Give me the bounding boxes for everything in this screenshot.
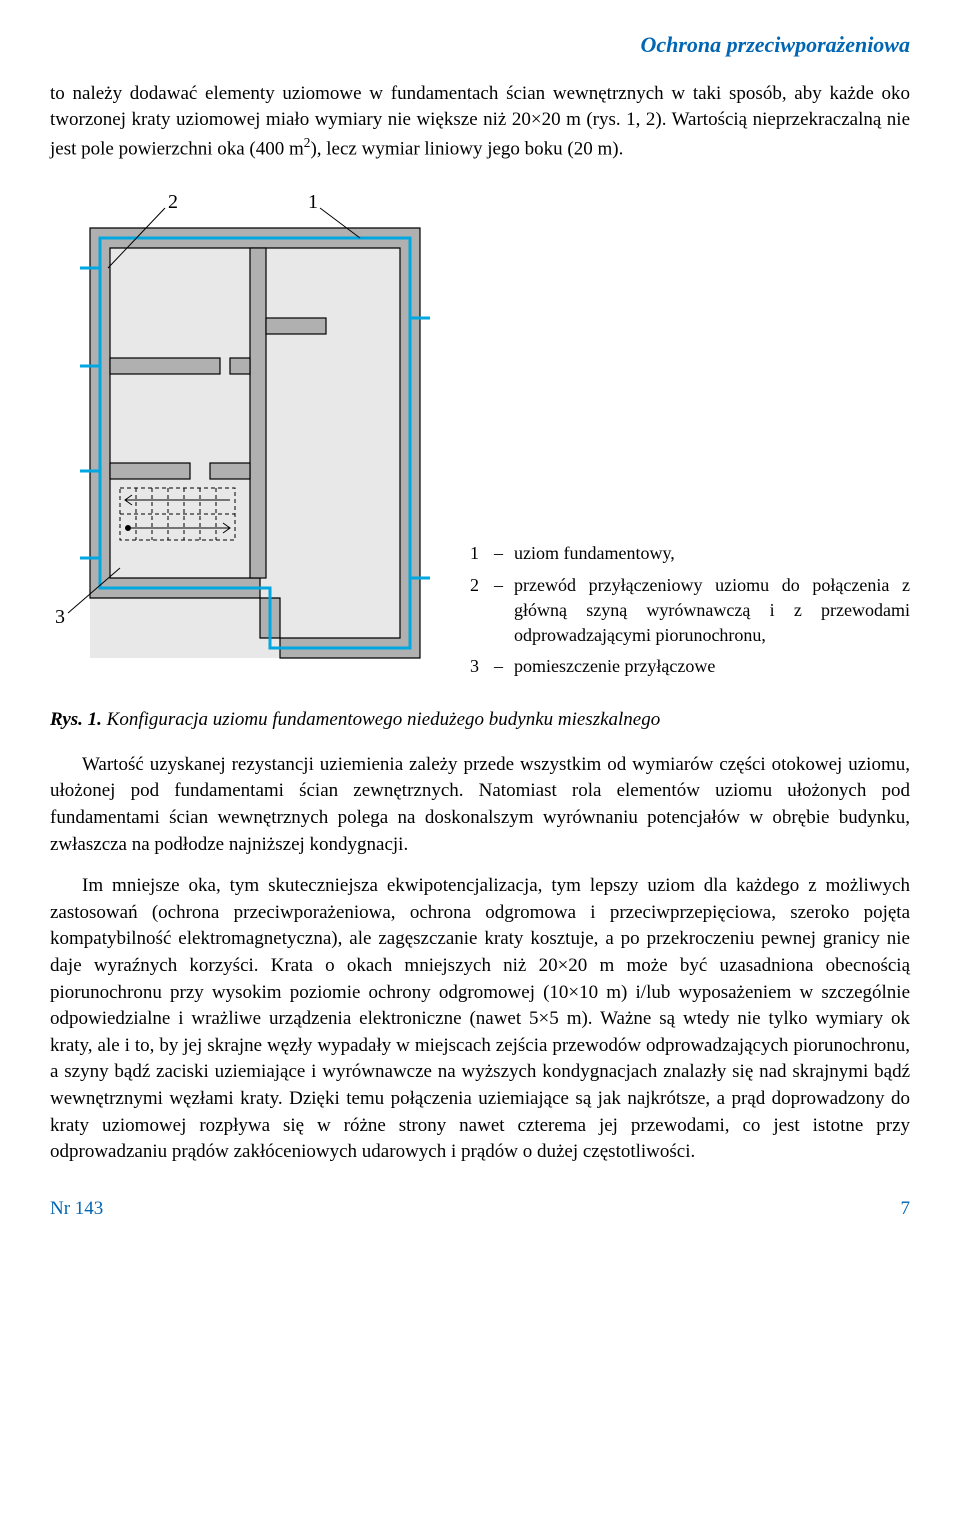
paragraph-1: to należy dodawać elementy uziomowe w fu… xyxy=(50,81,910,163)
legend-item-1: 1 – uziom fundamentowy, xyxy=(470,541,910,566)
legend-num: 3 xyxy=(470,654,494,679)
legend-dash: – xyxy=(494,541,514,566)
legend-item-2: 2 – przewód przyłączeniowy uziomu do poł… xyxy=(470,573,910,649)
figure-caption: Rys. 1. Konfiguracja uziomu fundamentowe… xyxy=(50,707,910,734)
diagram-label-3: 3 xyxy=(55,606,65,628)
legend-num: 1 xyxy=(470,541,494,566)
caption-label: Rys. 1. xyxy=(50,709,102,730)
legend-dash: – xyxy=(494,573,514,649)
figure-1: 2 1 3 1 – uziom fundamentowy, 2 – przewó… xyxy=(50,178,910,695)
caption-text: Konfiguracja uziomu fundamentowego niedu… xyxy=(107,709,661,730)
figure-legend: 1 – uziom fundamentowy, 2 – przewód przy… xyxy=(470,541,910,695)
diagram-label-2: 2 xyxy=(168,191,178,213)
p1-part-b: ), lecz wymiar liniowy jego boku (20 m). xyxy=(310,138,623,159)
paragraph-2: Wartość uzyskanej rezystancji uziemienia… xyxy=(50,752,910,858)
issue-number: Nr 143 xyxy=(50,1196,103,1223)
paragraph-3: Im mniejsze oka, tym skuteczniejsza ekwi… xyxy=(50,873,910,1166)
legend-item-3: 3 – pomieszczenie przyłączowe xyxy=(470,654,910,679)
page-number: 7 xyxy=(901,1196,911,1223)
page-footer: Nr 143 7 xyxy=(50,1196,910,1223)
section-header: Ochrona przeciwporażeniowa xyxy=(50,30,910,61)
legend-text: przewód przyłączeniowy uziomu do połącze… xyxy=(514,573,910,649)
diagram-label-1: 1 xyxy=(308,191,318,213)
legend-text: pomieszczenie przyłączowe xyxy=(514,654,910,679)
legend-num: 2 xyxy=(470,573,494,649)
legend-text: uziom fundamentowy, xyxy=(514,541,910,566)
legend-dash: – xyxy=(494,654,514,679)
floor-plan-diagram: 2 1 3 xyxy=(50,178,450,695)
